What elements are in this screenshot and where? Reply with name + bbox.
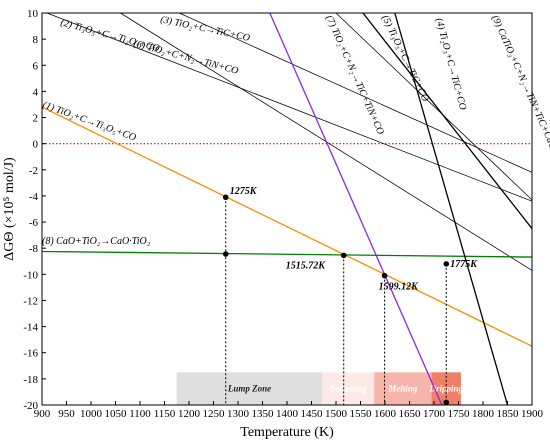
y-tick-label-0: 10 [27,8,39,20]
series-label-7: (7) TiO₂+C+N₂→TiC+TiN+CO [323,14,386,137]
series-label-1: (1) TiO₂+C→Ti₃O₅+CO [41,99,137,143]
y-tick-label-1: 8 [33,34,39,46]
y-axis-title: ΔGΘ (×10⁵ mol/J) [2,157,17,261]
series-line-2 [46,13,532,202]
marked-point-label-2: 1515.72K [286,260,327,271]
ticks-layer: 900 950 1000 1050 1100 1150 1200 1250 1300 1350 14… [23,8,543,420]
x-tick-label-5: 1150 [154,408,176,420]
series-label-8: (8) CaO+TiO₂→CaO·TiO₂ [42,236,151,247]
series-line-8 [42,250,532,258]
series-line-9 [394,13,509,405]
zones-layer: Lump Zone Softening Melting Dripping [176,372,464,405]
series-label-6: (6) TiO₂+C+N₂→TiN+CO [132,38,239,77]
marked-point-label-0: 1275K [230,186,258,197]
x-tick-label-17: 1750 [448,408,471,420]
series-line-7 [269,13,443,405]
marked-point-label-3: 1599.12K [379,282,420,293]
y-tick-label-12: -14 [23,322,38,334]
y-tick-label-10: -10 [23,269,38,281]
x-tick-label-12: 1500 [325,408,348,420]
x-tick-label-19: 1850 [497,408,520,420]
x-tick-label-13: 1550 [350,408,373,420]
x-tick-label-11: 1450 [301,408,324,420]
reaction-labels-layer: (1) TiO₂+C→Ti₃O₅+CO(2) Ti₃O₅+C→Ti₂O₃+CO(… [41,13,550,247]
y-tick-label-13: -16 [23,348,38,360]
y-tick-label-2: 6 [33,60,39,72]
y-tick-label-3: 4 [33,86,39,98]
marked-point-4 [443,261,450,267]
zone-band-1 [322,372,375,405]
x-tick-label-3: 1050 [105,408,128,420]
x-tick-label-6: 1200 [178,408,201,420]
x-tick-label-9: 1350 [252,408,275,420]
y-tick-label-8: -6 [29,217,39,229]
series-line-3 [179,13,532,173]
x-tick-label-1: 950 [58,408,75,420]
series-line-1 [42,106,532,347]
markers-layer: 1275K 1515.72K 1599.12K 1775K [222,186,478,406]
marked-point-label-4: 1775K [450,259,478,270]
series-layer [42,13,532,405]
x-tick-label-18: 1800 [472,408,495,420]
x-tick-label-16: 1700 [423,408,446,420]
marked-point-5 [443,399,450,406]
x-axis-title: Temperature (K) [240,425,334,440]
y-tick-label-7: -4 [29,191,39,203]
x-tick-label-2: 1000 [80,408,103,420]
y-tick-label-11: -12 [23,295,38,307]
series-label-4: (4) Ti₂O₃+C→TiC+CO [433,17,468,111]
series-label-9: (9) CaTiO₃+C+N₂→TiN+TiC+CaO+CO [489,14,550,171]
zone-label-0: Lump Zone [227,384,271,394]
zone-label-2: Melting [387,384,418,394]
marked-point-3 [381,272,388,279]
zone-label-1: Softening [330,384,367,394]
series-line-5 [335,13,532,201]
x-tick-label-7: 1250 [203,408,226,420]
y-tick-label-4: 2 [33,113,39,125]
series-label-5: (5) Ti₃O₅+C→TiC+CO [379,13,430,103]
zone-band-2 [374,372,432,405]
x-tick-label-14: 1600 [374,408,397,420]
x-tick-label-8: 1300 [227,408,250,420]
zone-band-0 [176,372,323,405]
y-tick-label-9: -8 [29,243,39,255]
x-tick-label-15: 1650 [399,408,422,420]
x-tick-label-4: 1100 [129,408,151,420]
y-tick-label-14: -18 [23,374,38,386]
x-tick-label-0: 900 [34,408,51,420]
y-tick-label-5: 0 [33,139,39,151]
marked-point-1 [222,251,229,257]
x-tick-label-10: 1400 [276,408,299,420]
y-tick-label-6: -2 [29,165,38,177]
y-tick-label-15: -20 [23,400,38,412]
series-label-3: (3) TiO₂+C→TiC+CO [159,14,250,44]
marked-point-0 [222,194,229,201]
marked-point-2 [340,252,347,259]
x-tick-label-20: 1900 [521,408,544,420]
series-line-4 [362,13,532,230]
